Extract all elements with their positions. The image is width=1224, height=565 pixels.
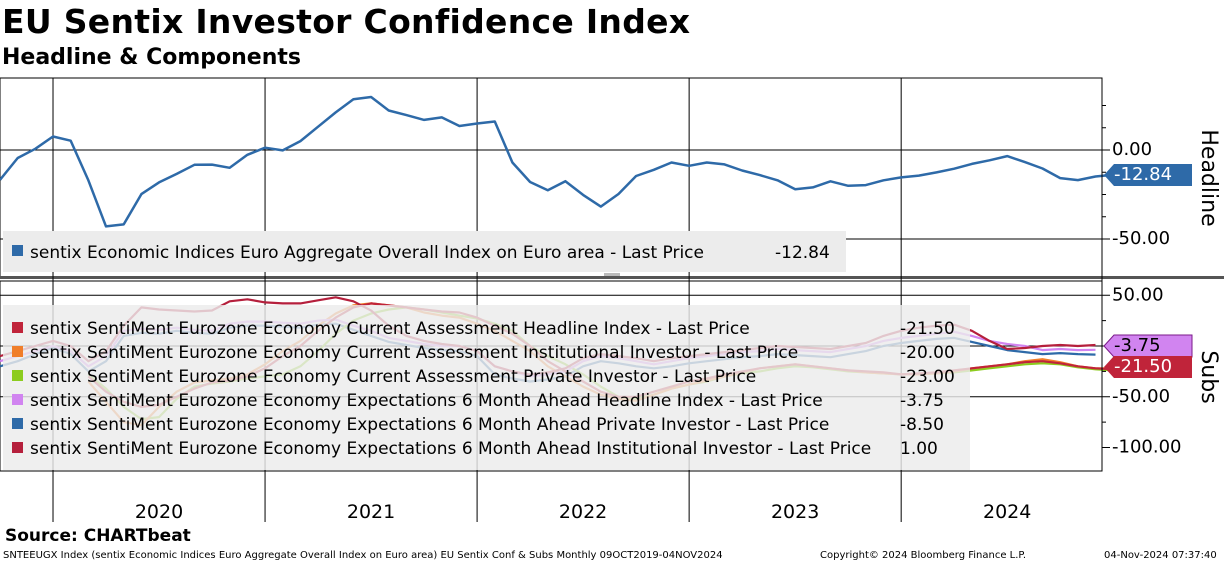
subs-legend-swatch-4 (12, 394, 23, 405)
x-axis-labels: 2020 2021 2022 2023 2024 (135, 501, 1032, 523)
subs-ytick-label: -50.00 (1112, 386, 1170, 407)
subs-legend-value-3: -23.00 (900, 367, 955, 387)
x-label-2022: 2022 (559, 501, 607, 523)
subs-ytick-label: 50.00 (1112, 284, 1164, 305)
panel-divider-handle[interactable] (604, 273, 620, 276)
subs-legend-swatch-2 (12, 346, 23, 357)
subs-legend-value-4: -3.75 (900, 391, 944, 411)
subs-legend-label-1: sentix SentiMent Eurozone Economy Curren… (30, 319, 750, 339)
headline-legend-value: -12.84 (775, 243, 830, 263)
subs-legend-value-1: -21.50 (900, 319, 955, 339)
svg-text:-12.84: -12.84 (1114, 164, 1172, 185)
subs-last-value-tag-expectations: -3.75 (1103, 334, 1193, 358)
timestamp: 04-Nov-2024 07:37:40 (1104, 550, 1217, 561)
x-label-2023: 2023 (771, 501, 819, 523)
subs-panel-label: Subs (1196, 350, 1221, 403)
subs-legend-swatch-1 (12, 322, 23, 333)
x-label-2021: 2021 (347, 501, 395, 523)
right-axis: 0.00 -50.00 50.00 -50.00 -100.00 (1102, 105, 1181, 458)
subs-legend-label-6: sentix SentiMent Eurozone Economy Expect… (30, 439, 871, 459)
chart-title: EU Sentix Investor Confidence Index (2, 2, 691, 41)
subs-legend-swatch-5 (12, 418, 23, 429)
subs-legend-label-5: sentix SentiMent Eurozone Economy Expect… (30, 415, 829, 435)
svg-text:-3.75: -3.75 (1114, 335, 1161, 356)
x-label-2020: 2020 (135, 501, 183, 523)
subs-legend-label-4: sentix SentiMent Eurozone Economy Expect… (30, 391, 823, 411)
headline-series-layer (0, 95, 1132, 228)
subs-legend-value-2: -20.00 (900, 343, 955, 363)
subs-legend-swatch-3 (12, 370, 23, 381)
headline-ytick-label: -50.00 (1112, 228, 1170, 249)
svg-text:-21.50: -21.50 (1114, 356, 1172, 377)
source-label: Source: CHARTbeat (5, 526, 191, 546)
copyright: Copyright© 2024 Bloomberg Finance L.P. (820, 550, 1027, 561)
subs-legend: sentix SentiMent Eurozone Economy Curren… (12, 319, 955, 459)
ticker-description: SNTEEUGX Index (sentix Economic Indices … (3, 550, 723, 561)
subs-last-value-tag-current: -21.50 (1104, 356, 1192, 378)
subs-legend-label-2: sentix SentiMent Eurozone Economy Curren… (30, 343, 798, 363)
subs-legend-value-6: 1.00 (900, 439, 938, 459)
headline-last-value-tag: -12.84 (1104, 164, 1192, 186)
subs-ytick-label: -100.00 (1112, 437, 1181, 458)
subs-legend-value-5: -8.50 (900, 415, 944, 435)
x-label-2024: 2024 (983, 501, 1031, 523)
headline-ytick-label: 0.00 (1112, 139, 1152, 160)
chart-subtitle: Headline & Components (2, 45, 301, 70)
headline-series-line (0, 95, 1132, 228)
subs-legend-label-3: sentix SentiMent Eurozone Economy Curren… (30, 367, 756, 387)
subs-legend-swatch-6 (12, 442, 23, 453)
headline-legend-box (3, 231, 846, 272)
subs-legend-box (3, 305, 970, 470)
headline-panel-label: Headline (1196, 129, 1221, 226)
headline-legend-label: sentix Economic Indices Euro Aggregate O… (30, 243, 704, 263)
headline-legend-swatch (12, 245, 23, 256)
